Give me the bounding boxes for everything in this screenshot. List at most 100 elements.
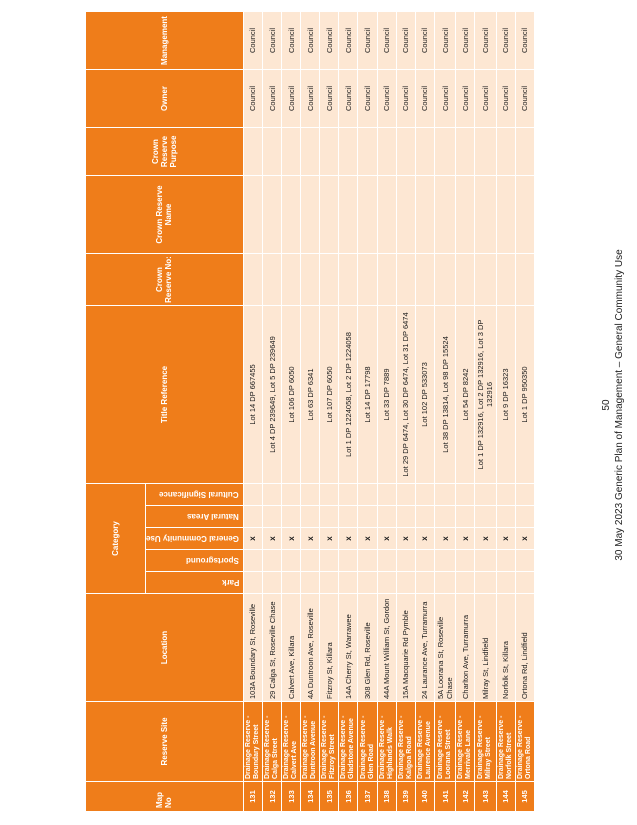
category-park-cell	[262, 571, 282, 594]
category-natural-areas-cell	[338, 505, 358, 528]
owner-cell: Council	[496, 69, 516, 128]
crown-reserve-purpose-cell	[300, 127, 320, 176]
crown-reserve-name-cell	[281, 175, 301, 254]
category-natural-areas-cell	[243, 505, 263, 528]
crown-reserve-no-cell	[515, 253, 535, 306]
map-no-cell: 139	[396, 781, 416, 812]
header-category-cultural-significance: Cultural Significance	[145, 483, 244, 506]
reserve-site-cell: Drainage Reserve - Calga Street	[262, 701, 282, 782]
category-park-cell	[455, 571, 475, 594]
reserve-site-cell: Drainage Reserve - Gladstone Avenue	[338, 701, 358, 782]
title-reference-cell: Lot 63 DP 6341	[300, 305, 320, 484]
crown-reserve-purpose-cell	[455, 127, 475, 176]
location-cell: 14A Cherry St, Warrawee	[338, 593, 358, 702]
category-general-community-use-cell: x	[474, 527, 497, 550]
crown-reserve-purpose-cell	[496, 127, 516, 176]
category-natural-areas-cell	[281, 505, 301, 528]
crown-reserve-no-cell	[396, 253, 416, 306]
owner-cell: Council	[338, 69, 358, 128]
crown-reserve-name-cell	[243, 175, 263, 254]
location-cell: 29 Calga St, Roseville Chase	[262, 593, 282, 702]
table-row: 142 Drainage Reserve - Merrivale Lane Char…	[455, 11, 475, 812]
title-reference-cell: Lot 54 DP 8242	[455, 305, 475, 484]
title-reference-cell: Lot 29 DP 6474, Lot 30 DP 6474, Lot 31 D…	[396, 305, 416, 484]
header-management: Management	[85, 11, 244, 70]
category-general-community-use-label: General Community Use	[146, 534, 239, 543]
category-natural-areas-cell	[434, 505, 456, 528]
crown-reserve-no-cell	[300, 253, 320, 306]
reserve-site-cell: Drainage Reserve - Boundary Street	[243, 701, 263, 782]
category-cultural-significance-cell	[496, 483, 516, 506]
category-natural-areas-cell	[357, 505, 378, 528]
category-sportsground-cell	[474, 549, 497, 572]
category-general-community-use-cell: x	[262, 527, 282, 550]
crown-reserve-no-cell	[243, 253, 263, 306]
reserve-site-cell: Drainage Reserve - Milray Street	[474, 701, 497, 782]
category-park-label: Park	[221, 578, 239, 587]
crown-reserve-purpose-cell	[415, 127, 435, 176]
table-row: 135 Drainage Reserve - Fitzroy Street Fitz…	[319, 11, 339, 812]
category-sportsground-cell	[243, 549, 263, 572]
category-park-cell	[300, 571, 320, 594]
header-category-natural-areas: Natural Areas	[145, 505, 244, 528]
category-sportsground-cell	[300, 549, 320, 572]
owner-cell: Council	[243, 69, 263, 128]
category-sportsground-cell	[396, 549, 416, 572]
map-no-cell: 142	[455, 781, 475, 812]
category-general-community-use-cell: x	[515, 527, 535, 550]
management-cell: Council	[262, 11, 282, 70]
map-no-cell: 144	[496, 781, 516, 812]
management-cell: Council	[474, 11, 497, 70]
header-title-reference: Title Reference	[85, 305, 244, 484]
category-sportsground-cell	[455, 549, 475, 572]
owner-cell: Council	[455, 69, 475, 128]
table-row: 136 Drainage Reserve - Gladstone Avenue 14…	[338, 11, 358, 812]
category-natural-areas-cell	[377, 505, 397, 528]
location-cell: Ortona Rd, Lindfield	[515, 593, 535, 702]
category-cultural-significance-cell	[262, 483, 282, 506]
category-natural-areas-label: Natural Areas	[187, 512, 239, 521]
header-map-no: Map No	[85, 781, 244, 812]
category-park-cell	[357, 571, 378, 594]
crown-reserve-no-cell	[262, 253, 282, 306]
reserve-site-cell: Drainage Reserve - Glen Road	[357, 701, 378, 782]
management-cell: Council	[300, 11, 320, 70]
location-cell: 15A Macquarie Rd Pymble	[396, 593, 416, 702]
category-park-cell	[396, 571, 416, 594]
management-cell: Council	[377, 11, 397, 70]
crown-reserve-name-cell	[515, 175, 535, 254]
reserve-site-cell: Drainage Reserve - Fitzroy Street	[319, 701, 339, 782]
reserve-site-cell: Drainage Reserve - Laurence Avenue	[415, 701, 435, 782]
location-cell: 5A Loorana St, Roseville Chase	[434, 593, 456, 702]
table-row: 140 Drainage Reserve - Laurence Avenue 24 …	[415, 11, 435, 812]
crown-reserve-no-cell	[338, 253, 358, 306]
location-cell: 24 Laurance Ave, Turramurra	[415, 593, 435, 702]
category-general-community-use-cell: x	[319, 527, 339, 550]
category-natural-areas-cell	[415, 505, 435, 528]
management-cell: Council	[357, 11, 378, 70]
management-cell: Council	[434, 11, 456, 70]
owner-cell: Council	[300, 69, 320, 128]
location-cell: Charlton Ave, Turramurra	[455, 593, 475, 702]
category-sportsground-cell	[357, 549, 378, 572]
category-general-community-use-cell: x	[357, 527, 378, 550]
crown-reserve-name-cell	[377, 175, 397, 254]
category-general-community-use-cell: x	[455, 527, 475, 550]
table-row: 137 Drainage Reserve - Glen Road 308 Glen …	[357, 11, 378, 812]
category-cultural-significance-cell	[396, 483, 416, 506]
category-natural-areas-cell	[515, 505, 535, 528]
crown-reserve-name-cell	[338, 175, 358, 254]
category-general-community-use-cell: x	[434, 527, 456, 550]
management-cell: Council	[281, 11, 301, 70]
location-cell: 4A Duntroon Ave, Roseville	[300, 593, 320, 702]
crown-reserve-name-cell	[262, 175, 282, 254]
owner-cell: Council	[415, 69, 435, 128]
crown-reserve-name-cell	[319, 175, 339, 254]
category-park-cell	[496, 571, 516, 594]
header-crown-reserve-name: Crown Reserve Name	[85, 175, 244, 254]
category-general-community-use-cell: x	[281, 527, 301, 550]
title-reference-cell: Lot 4 DP 239649, Lot 5 DP 239649	[262, 305, 282, 484]
title-reference-cell: Lot 106 DP 6050	[281, 305, 301, 484]
header-reserve-site: Reserve Site	[85, 701, 244, 782]
category-park-cell	[243, 571, 263, 594]
